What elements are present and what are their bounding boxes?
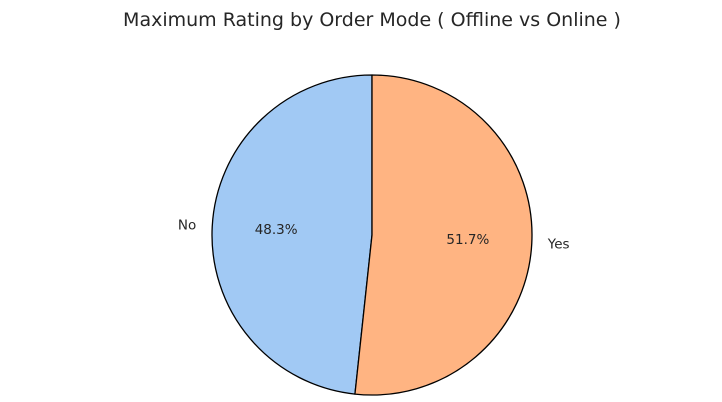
slice-percent-yes: 51.7% (446, 232, 489, 248)
pie-slices (211, 74, 533, 396)
pie-slice-yes (354, 74, 533, 396)
slice-label-yes: Yes (547, 236, 570, 252)
chart-title: Maximum Rating by Order Mode ( Offline v… (123, 9, 621, 31)
pie-labels: No 48.3% Yes 51.7% (178, 218, 570, 253)
slice-percent-no: 48.3% (255, 222, 298, 238)
slice-label-no: No (178, 218, 196, 234)
pie-slice-no (211, 74, 373, 395)
